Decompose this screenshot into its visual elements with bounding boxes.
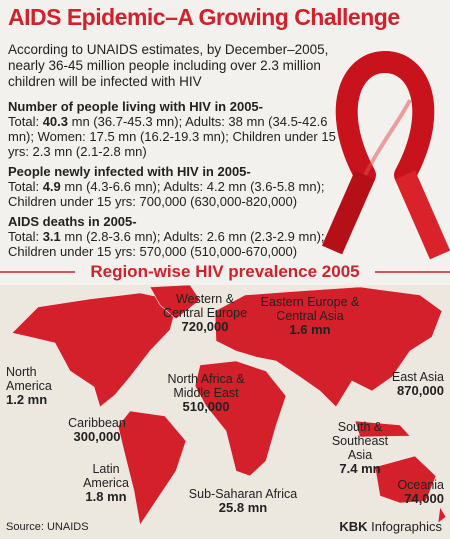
total-value: 3.1: [42, 229, 61, 244]
region-name: Eastern Europe & Central Asia: [260, 295, 360, 323]
region-value: 720,000: [181, 319, 229, 334]
region-name: North America: [6, 365, 52, 393]
region-name: Caribbean: [68, 416, 126, 430]
title: AIDS Epidemic–A Growing Challenge: [8, 4, 400, 30]
region-label: North Africa & Middle East 510,000: [160, 372, 252, 414]
stat-details: mn (36.7-45.3 mn); Adults: 38 mn (34.5-4…: [8, 114, 336, 159]
stat-heading: People newly infected with HIV in 2005-: [8, 164, 251, 179]
stat-block: AIDS deaths in 2005- Total: 3.1 mn (2.8-3…: [8, 214, 343, 259]
map-title: Region-wise HIV prevalence 2005: [90, 262, 360, 281]
region-value: 7.4 mn: [339, 461, 381, 476]
stat-text: Total: 3.1 mn (2.8-3.6 mn); Adults: 2.6 …: [8, 229, 343, 259]
credit-text: Infographics: [371, 519, 442, 534]
stat-heading: Number of people living with HIV in 2005…: [8, 99, 263, 114]
stat-text: Total: 40.3 mn (36.7-45.3 mn); Adults: 3…: [8, 114, 343, 159]
region-name: North Africa & Middle East: [167, 372, 245, 400]
region-name: Western & Central Europe: [162, 292, 248, 320]
stat-details: mn (4.3-6.6 mn); Adults: 4.2 mn (3.6-5.8…: [8, 179, 325, 209]
total-label: Total:: [8, 114, 40, 129]
region-value: 1.6 mn: [289, 322, 331, 337]
intro: According to UNAIDS estimates, by Decemb…: [8, 42, 329, 89]
region-name: East Asia: [391, 370, 444, 384]
region-value: 74,000: [404, 491, 444, 506]
region-name: South & Southeast Asia: [331, 420, 389, 462]
region-name: Latin America: [83, 462, 129, 490]
region-value: 870,000: [397, 383, 444, 398]
total-value: 40.3: [42, 114, 69, 129]
region-label: Caribbean 300,000: [62, 416, 132, 444]
region-value: 300,000: [73, 429, 121, 444]
credit: KBK Infographics: [339, 519, 442, 534]
stat-heading: AIDS deaths in 2005-: [8, 214, 137, 229]
region-label: Western & Central Europe 720,000: [158, 292, 252, 334]
region-label: Latin America 1.8 mn: [78, 462, 134, 504]
region-label: Oceania 74,000: [392, 478, 444, 506]
region-value: 1.2 mn: [6, 392, 48, 407]
stat-details: mn (2.8-3.6 mn); Adults: 2.6 mn (2.3-2.9…: [8, 229, 325, 259]
region-label: Eastern Europe & Central Asia 1.6 mn: [252, 295, 368, 337]
total-value: 4.9: [42, 179, 61, 194]
stat-text: Total: 4.9 mn (4.3-6.6 mn); Adults: 4.2 …: [8, 179, 343, 209]
credit-brand: KBK: [339, 519, 368, 534]
stat-block: Number of people living with HIV in 2005…: [8, 99, 343, 159]
region-value: 1.8 mn: [85, 489, 127, 504]
ribbon: [321, 50, 450, 260]
total-label: Total:: [8, 179, 40, 194]
stat-block: People newly infected with HIV in 2005- T…: [8, 164, 343, 209]
region-label: Sub-Saharan Africa 25.8 mn: [178, 487, 308, 515]
total-label: Total:: [8, 229, 40, 244]
region-name: Oceania: [397, 478, 444, 492]
region-label: East Asia 870,000: [372, 370, 444, 398]
region-value: 25.8 mn: [218, 500, 268, 515]
region-label: North America 1.2 mn: [6, 365, 66, 407]
region-label: South & Southeast Asia 7.4 mn: [322, 420, 398, 476]
heading-rules: [0, 271, 450, 273]
region-name: Sub-Saharan Africa: [188, 487, 298, 501]
region-value: 510,000: [182, 399, 230, 414]
source: Source: UNAIDS: [6, 521, 89, 533]
world-map: [0, 285, 450, 539]
